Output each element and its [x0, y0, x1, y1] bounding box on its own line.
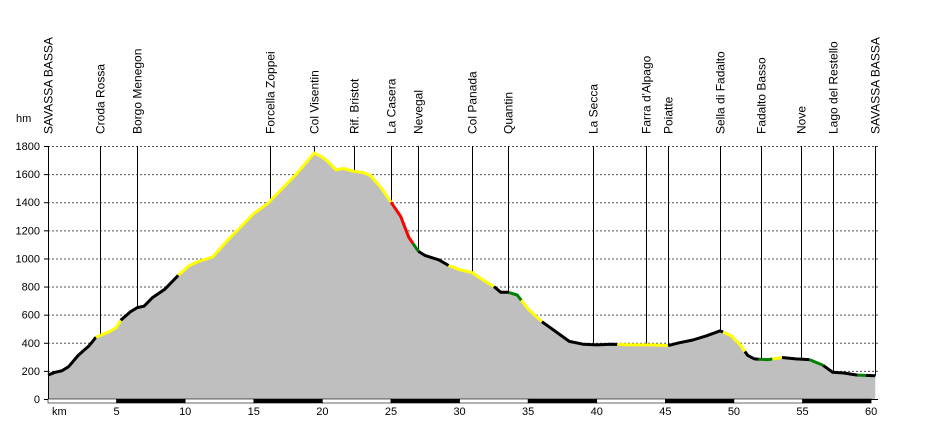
profile-segment	[808, 358, 824, 367]
x-axis-scale-block	[733, 398, 803, 404]
x-axis-scale-block	[665, 398, 735, 404]
location-label: Nove	[795, 106, 809, 134]
profile-segment	[119, 274, 180, 322]
x-tick-label: 25	[385, 406, 397, 418]
x-axis-label: km	[52, 406, 67, 418]
x-tick-label: 15	[248, 406, 260, 418]
y-tick-label: 1600	[16, 169, 40, 181]
y-tick-label: 200	[22, 366, 40, 378]
y-tick-label: 1200	[16, 225, 40, 237]
x-axis-scale-block	[802, 398, 872, 404]
y-tick-label: 800	[22, 282, 40, 294]
profile-segment	[743, 350, 759, 361]
profile-segment	[667, 329, 724, 348]
x-axis-scale-block	[184, 398, 255, 404]
location-label: Quantin	[502, 92, 516, 134]
x-tick-label: 60	[865, 406, 877, 418]
x-tick-label: 10	[179, 406, 191, 418]
y-tick-label: 1000	[16, 253, 40, 265]
profile-segment	[47, 336, 98, 377]
x-tick-label: 30	[453, 406, 465, 418]
y-tick-label: 600	[22, 310, 40, 322]
x-axis-scale-block	[116, 398, 186, 404]
y-axis-label: hm	[16, 113, 31, 125]
x-tick-label: 40	[591, 406, 603, 418]
x-axis-scale-block	[253, 398, 323, 404]
location-label: Col Visentin	[308, 70, 322, 134]
profile-segment	[389, 201, 415, 245]
location-label: Col Panada	[466, 71, 480, 134]
y-tick-label: 400	[22, 338, 40, 350]
profile-segment	[617, 342, 669, 348]
x-tick-label: 50	[728, 406, 740, 418]
location-label: Nevegal	[412, 90, 426, 134]
location-label: Rif. Bristot	[348, 78, 362, 134]
location-label: Borgo Menegon	[131, 49, 145, 134]
x-axis-scale-block	[47, 398, 117, 404]
x-axis-scale-block	[596, 398, 666, 404]
profile-segment	[95, 319, 122, 339]
location-label: La Secca	[587, 84, 601, 134]
profile-segments	[47, 151, 876, 378]
x-tick-label: 20	[316, 406, 328, 418]
x-axis-scale-block	[527, 398, 598, 404]
location-label: SAVASSA BASSA	[869, 37, 883, 134]
x-tick-label: 45	[659, 406, 671, 418]
location-label: SAVASSA BASSA	[42, 37, 56, 134]
y-axis-ticks: 0 200 400 600 800 1000 1200 1400 1600 1800	[16, 141, 48, 406]
location-label: Poiatte	[662, 96, 676, 134]
x-tick-label: 55	[796, 406, 808, 418]
location-label: Lago del Restello	[827, 41, 841, 134]
profile-segment	[177, 151, 393, 277]
location-label: Croda Rossa	[94, 64, 108, 134]
profile-segment	[520, 299, 543, 323]
profile-segment	[758, 357, 773, 362]
location-markers: SAVASSA BASSA Croda Rossa Borgo Menegon For…	[42, 37, 883, 376]
profile-segment	[417, 250, 450, 267]
profile-segment	[781, 356, 810, 362]
location-label: Fadalto Basso	[755, 57, 769, 134]
profile-segment	[492, 285, 510, 295]
profile-segment	[722, 330, 747, 353]
y-tick-label: 1800	[16, 141, 40, 153]
location-label: Forcella Zoppei	[264, 51, 278, 134]
profile-segment	[411, 242, 420, 253]
profile-segment	[541, 320, 618, 347]
profile-segment	[508, 291, 523, 302]
x-axis-scale-block	[322, 398, 392, 404]
location-label: La Casera	[385, 78, 399, 134]
x-axis-scale-block	[459, 398, 529, 404]
location-label: Sella di Fadalto	[714, 51, 728, 134]
x-axis-ticks: 5 10 15 20 25 30 35 40 45 50 55 60	[114, 406, 878, 418]
location-label: Farra d'Alpago	[640, 55, 654, 134]
x-tick-label: 35	[522, 406, 534, 418]
profile-segment	[448, 264, 495, 288]
y-tick-label: 1400	[16, 197, 40, 209]
y-tick-label: 0	[34, 394, 40, 406]
x-axis-strip	[47, 398, 872, 404]
x-tick-label: 5	[114, 406, 120, 418]
profile-segment	[822, 364, 858, 377]
profile-segment	[772, 356, 783, 361]
x-axis-scale-block	[390, 398, 460, 404]
